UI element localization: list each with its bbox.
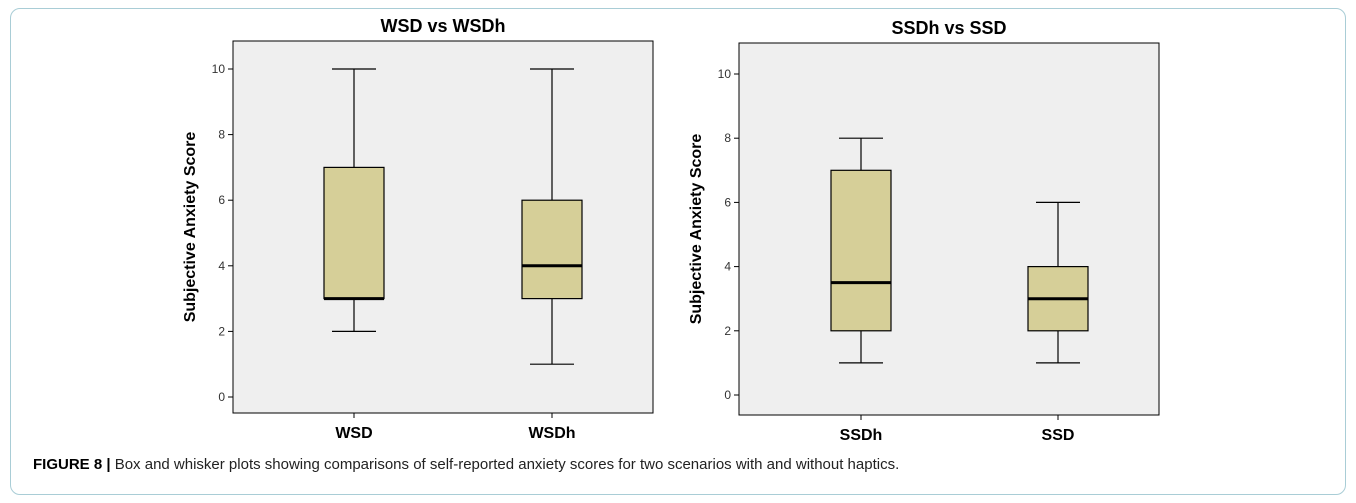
y-tick-label: 0: [218, 390, 225, 404]
x-tick-label: WSDh: [528, 425, 575, 442]
y-tick-label: 8: [218, 128, 225, 142]
chart-ssdh-vs-ssd: SSDh vs SSD Subjective Anxiety Score 0 2 4 6 8…: [688, 18, 1159, 444]
x-tick-label: WSD: [335, 425, 372, 442]
y-tick-label: 6: [218, 193, 225, 207]
box-ssdh: [831, 138, 891, 363]
plot-area: [739, 43, 1159, 415]
y-tick-label: 4: [218, 259, 225, 273]
y-tick-label: 2: [724, 324, 731, 338]
figure-caption: FIGURE 8 | Box and whisker plots showing…: [33, 456, 1343, 473]
figure-frame: WSD vs WSDh Subjective Anxiety Score 0 2 4 6 8…: [10, 8, 1346, 495]
chart-title: SSDh vs SSD: [891, 18, 1006, 38]
y-tick-label: 8: [724, 131, 731, 145]
chart-title: WSD vs WSDh: [380, 16, 505, 36]
caption-label: FIGURE 8 |: [33, 456, 111, 473]
y-tick-label: 10: [718, 67, 732, 81]
x-tick-label: SSD: [1042, 427, 1075, 444]
caption-text: Box and whisker plots showing comparison…: [111, 456, 900, 473]
y-tick-label: 6: [724, 195, 731, 209]
x-tick-label: SSDh: [840, 427, 883, 444]
y-tick-label: 2: [218, 324, 225, 338]
y-tick-label: 0: [724, 388, 731, 402]
y-axis-label: Subjective Anxiety Score: [182, 132, 199, 323]
plot-area: [233, 41, 653, 413]
iqr-box: [522, 200, 582, 298]
charts-canvas: WSD vs WSDh Subjective Anxiety Score 0 2 4 6 8…: [11, 9, 1347, 496]
y-tick-label: 4: [724, 260, 731, 274]
y-tick-label: 10: [212, 62, 226, 76]
iqr-box: [831, 170, 891, 330]
iqr-box: [324, 167, 384, 298]
chart-wsd-vs-wsdh: WSD vs WSDh Subjective Anxiety Score 0 2 4 6 8…: [182, 16, 653, 442]
y-axis-label: Subjective Anxiety Score: [688, 134, 705, 325]
